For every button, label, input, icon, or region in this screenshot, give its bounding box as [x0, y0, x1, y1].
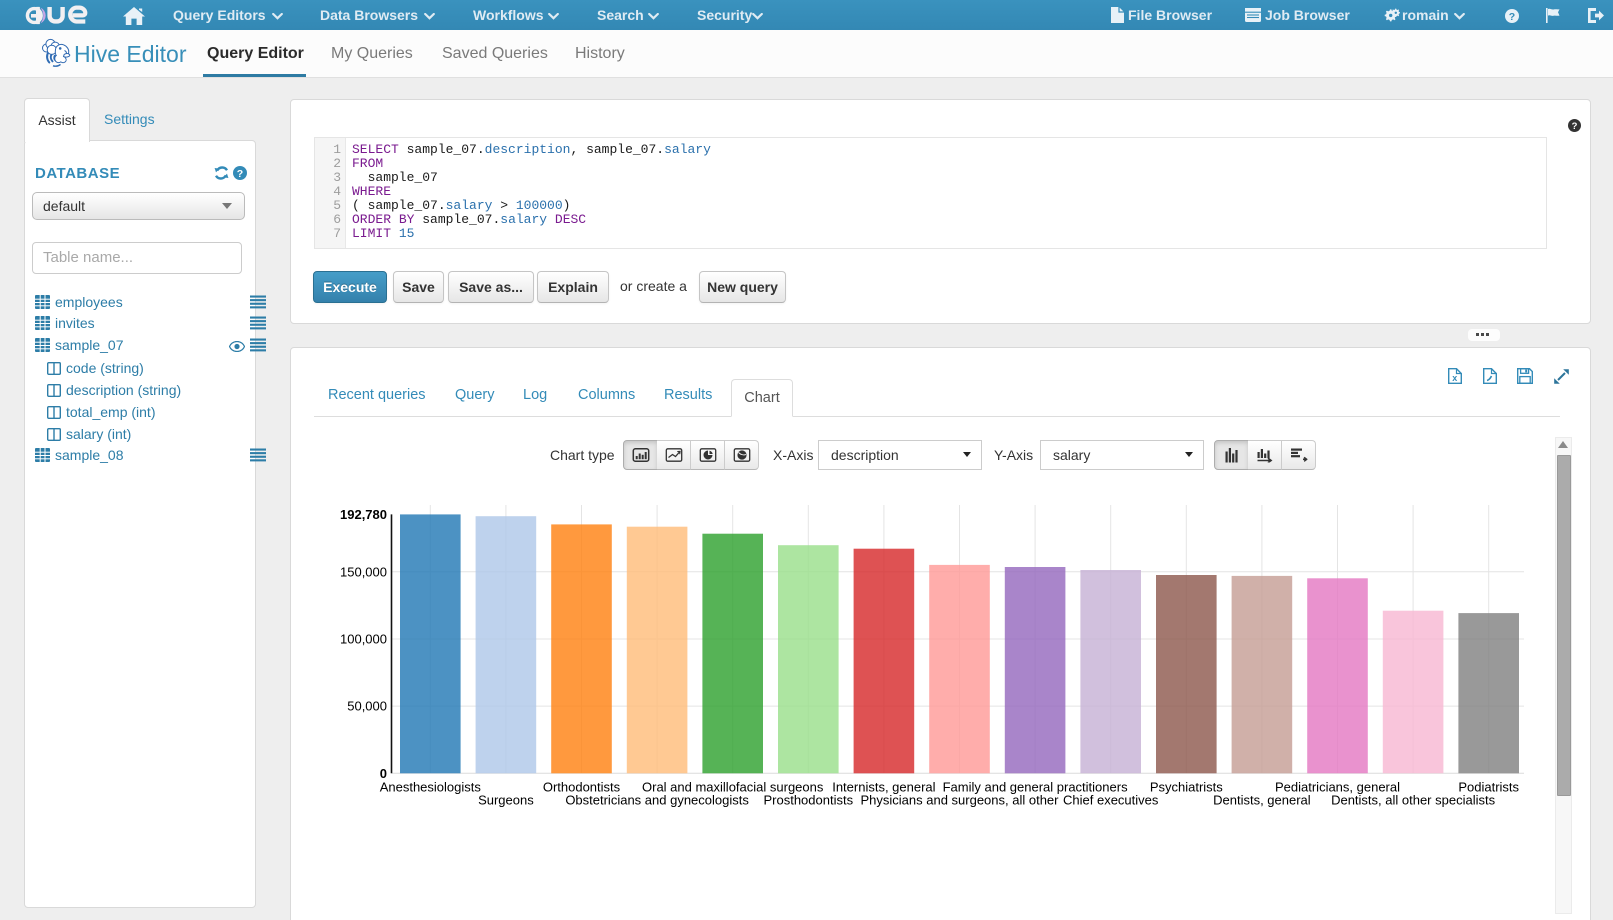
svg-text:Family and general practitione: Family and general practitioners	[943, 780, 1128, 795]
svg-text:192,780: 192,780	[340, 507, 387, 522]
svg-text:Pediatricians, general: Pediatricians, general	[1275, 780, 1400, 795]
svg-text:Obstetricians and gynecologist: Obstetricians and gynecologists	[565, 793, 749, 808]
svg-text:?: ?	[1509, 11, 1515, 23]
svg-text:Oral and maxillofacial surgeon: Oral and maxillofacial surgeons	[642, 780, 824, 795]
svg-text:?: ?	[1572, 121, 1578, 132]
svg-text:Prosthodontists: Prosthodontists	[763, 793, 853, 808]
svg-text:Physicians and surgeons, all o: Physicians and surgeons, all other	[860, 793, 1059, 808]
svg-text:50,000: 50,000	[347, 699, 387, 714]
svg-text:Surgeons: Surgeons	[478, 793, 534, 808]
svg-text:Psychiatrists: Psychiatrists	[1150, 780, 1223, 795]
svg-text:Orthodontists: Orthodontists	[543, 780, 621, 795]
svg-text:Dentists, general: Dentists, general	[1213, 793, 1311, 808]
svg-text:x: x	[1452, 373, 1457, 383]
svg-text:Chief executives: Chief executives	[1063, 793, 1159, 808]
svg-text:Anesthesiologists: Anesthesiologists	[380, 780, 482, 795]
svg-text:0: 0	[380, 766, 387, 781]
svg-text:150,000: 150,000	[340, 564, 387, 579]
svg-text:Internists, general: Internists, general	[832, 780, 935, 795]
svg-text:?: ?	[237, 168, 243, 180]
svg-text:Podiatrists: Podiatrists	[1458, 780, 1519, 795]
svg-text:100,000: 100,000	[340, 632, 387, 647]
svg-text:Dentists, all other specialist: Dentists, all other specialists	[1331, 793, 1496, 808]
